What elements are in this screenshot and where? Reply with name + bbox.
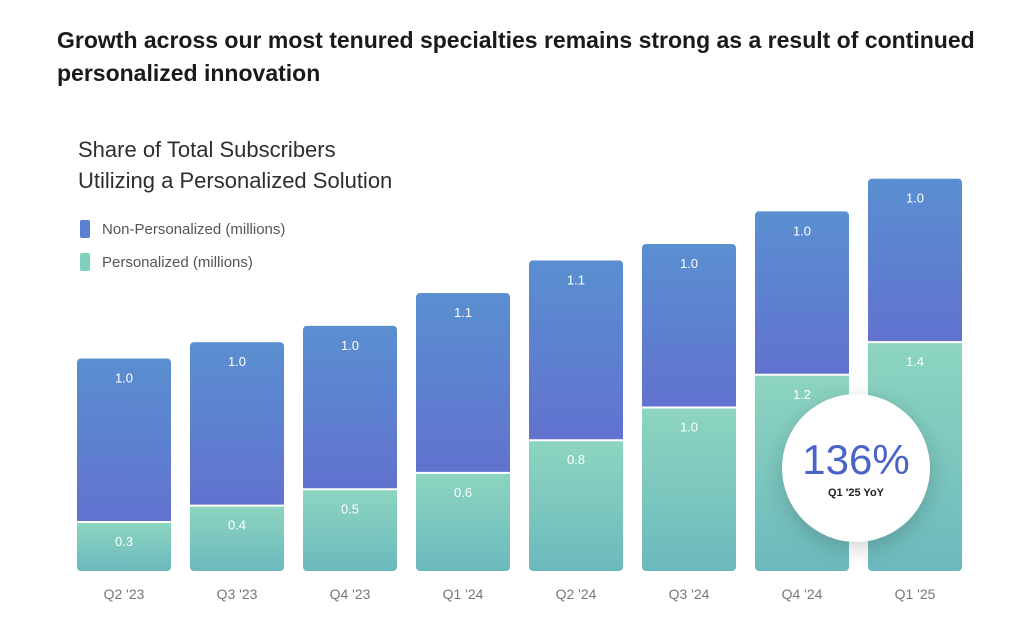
bar-stack (416, 293, 510, 571)
data-label-non-personalized: 1.0 (680, 256, 698, 271)
bar-non-personalized (755, 211, 849, 375)
bar-non-personalized (642, 244, 736, 408)
data-label-non-personalized: 1.0 (115, 370, 133, 385)
bar-personalized (303, 489, 397, 571)
bar-stack (529, 260, 623, 571)
x-tick-label: Q1 '25 (895, 586, 936, 602)
x-tick-label: Q3 '23 (217, 586, 258, 602)
legend-swatch-non-personalized (80, 220, 90, 238)
bar-stack (303, 325, 397, 571)
data-label-non-personalized: 1.0 (228, 354, 246, 369)
x-tick-label: Q2 '23 (104, 586, 145, 602)
bar-personalized (190, 505, 284, 571)
legend-label-personalized: Personalized (millions) (102, 253, 253, 271)
x-tick-label: Q4 '23 (330, 586, 371, 602)
bars-group: 1.0 0.3 Q2 '23 1.0 0.4 Q3 '23 1.0 0.5 Q4 '23 1.1 0… (77, 178, 962, 602)
bar-non-personalized (529, 260, 623, 441)
bar-non-personalized (416, 293, 510, 473)
data-label-non-personalized: 1.0 (906, 191, 924, 206)
chart-title-line-2: Utilizing a Personalized Solution (78, 168, 393, 193)
data-label-personalized: 1.4 (906, 354, 924, 369)
legend-item-personalized: Personalized (millions) (80, 252, 285, 272)
bar-personalized (77, 521, 171, 571)
data-label-personalized: 0.5 (341, 501, 359, 516)
bar-personalized (416, 472, 510, 571)
bar-personalized (529, 440, 623, 571)
bar-non-personalized (190, 342, 284, 506)
bar-stack (77, 358, 171, 571)
legend-item-non-personalized: Non-Personalized (millions) (80, 219, 285, 239)
data-label-non-personalized: 1.1 (454, 305, 472, 320)
x-tick-label: Q2 '24 (556, 586, 597, 602)
x-tick-label: Q4 '24 (782, 586, 823, 602)
data-label-personalized: 1.2 (793, 387, 811, 402)
data-label-personalized: 0.6 (454, 485, 472, 500)
data-label-personalized: 0.3 (115, 534, 133, 549)
bar-stack (642, 244, 736, 571)
bar-non-personalized (77, 358, 171, 522)
chart-title: Share of Total Subscribers Utilizing a P… (78, 134, 498, 196)
legend: Non-Personalized (millions) Personalized… (80, 219, 285, 285)
data-label-non-personalized: 1.0 (793, 223, 811, 238)
legend-swatch-personalized (80, 253, 90, 271)
data-label-non-personalized: 1.1 (567, 272, 585, 287)
x-tick-label: Q1 '24 (443, 586, 484, 602)
x-tick-label: Q3 '24 (669, 586, 710, 602)
yoy-callout-badge: 136% Q1 '25 YoY (782, 394, 930, 542)
bar-stack (190, 342, 284, 571)
bar-personalized (642, 407, 736, 571)
headline: Growth across our most tenured specialti… (57, 27, 975, 86)
legend-label-non-personalized: Non-Personalized (millions) (102, 220, 286, 238)
data-label-personalized: 0.8 (567, 452, 585, 467)
bar-non-personalized (303, 325, 397, 490)
yoy-callout-value: 136% (802, 436, 910, 483)
chart-title-line-1: Share of Total Subscribers (78, 137, 336, 162)
data-label-non-personalized: 1.0 (341, 338, 359, 353)
bar-non-personalized (868, 178, 962, 343)
data-label-personalized: 0.4 (228, 518, 246, 533)
yoy-callout-label: Q1 '25 YoY (827, 487, 884, 499)
data-label-personalized: 1.0 (680, 420, 698, 435)
